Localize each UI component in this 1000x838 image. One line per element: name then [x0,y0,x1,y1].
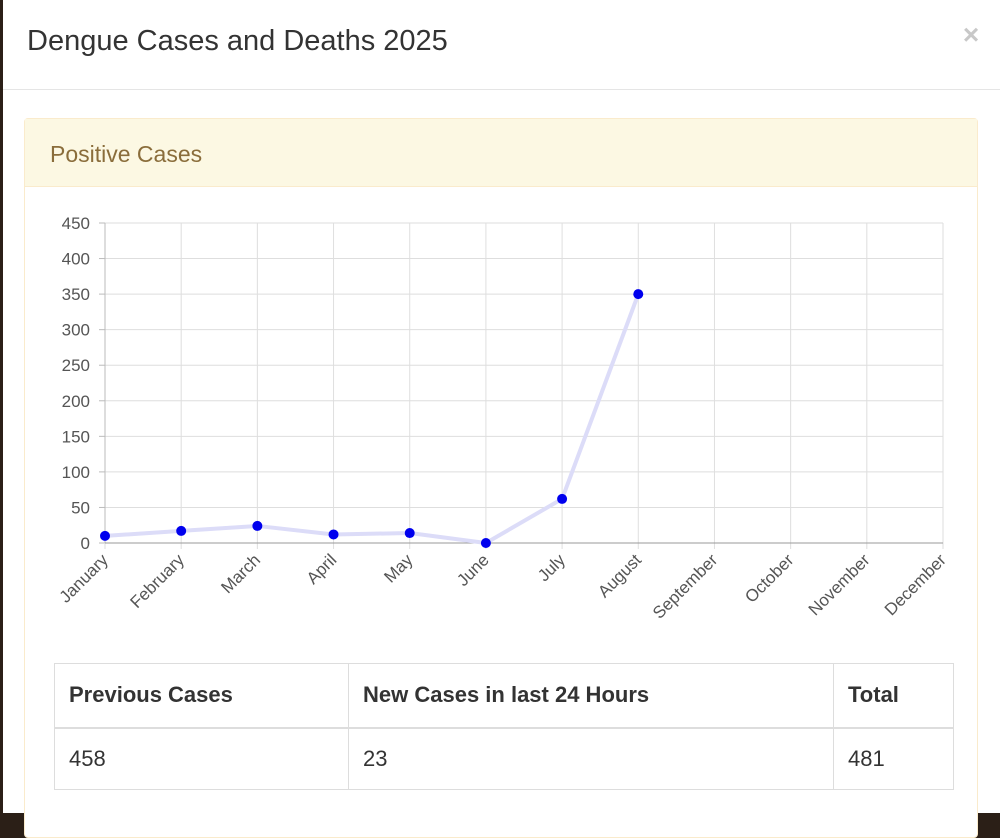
x-tick-label: September [649,550,721,622]
series-line [104,293,641,545]
data-point [633,289,644,300]
x-tick-label: February [126,550,188,612]
cell-total: 481 [833,727,954,790]
x-tick-label: August [594,550,645,601]
x-tick-label: June [453,550,493,590]
data-point [480,538,491,548]
y-tick-label: 350 [62,285,90,304]
data-point [404,528,415,539]
y-tick-label: 50 [71,498,90,517]
close-button[interactable]: × [962,19,980,50]
table-row: 458 23 481 [54,727,954,790]
x-tick-label: November [805,550,874,619]
header-previous-cases: Previous Cases [54,663,349,729]
x-tick-label: July [534,550,569,585]
y-tick-label: 400 [62,250,90,269]
data-point [557,493,568,504]
y-tick-label: 300 [62,321,90,340]
panel-heading: Positive Cases [25,119,977,187]
x-tick-label: January [56,550,113,607]
y-tick-label: 200 [62,392,90,411]
modal-header: Dengue Cases and Deaths 2025 × [3,0,1000,90]
y-tick-label: 100 [62,463,90,482]
cases-line-chart: 0 50 100 150 200 250 300 350 400 450 January Februa… [56,214,950,623]
cases-summary-table: Previous Cases New Cases in last 24 Hour… [54,663,954,790]
panel-title: Positive Cases [50,141,203,167]
y-tick-label: 250 [62,356,90,375]
data-point [328,529,339,540]
data-point [100,530,110,541]
data-point [252,520,263,531]
x-tick-label: April [303,550,340,587]
header-total: Total [833,663,954,729]
cell-new-cases: 23 [348,727,834,790]
y-tick-label: 0 [81,534,90,553]
y-tick-label: 150 [62,427,90,446]
modal-title: Dengue Cases and Deaths 2025 [27,25,448,57]
y-tick-label: 450 [62,214,90,233]
cell-previous-cases: 458 [54,727,349,790]
x-tick-label: March [217,550,264,597]
header-new-cases: New Cases in last 24 Hours [348,663,834,729]
data-point [176,525,187,536]
table-header-row: Previous Cases New Cases in last 24 Hour… [54,663,954,729]
x-tick-label: December [881,550,950,619]
x-tick-label: May [380,550,416,586]
x-tick-label: October [741,550,797,606]
